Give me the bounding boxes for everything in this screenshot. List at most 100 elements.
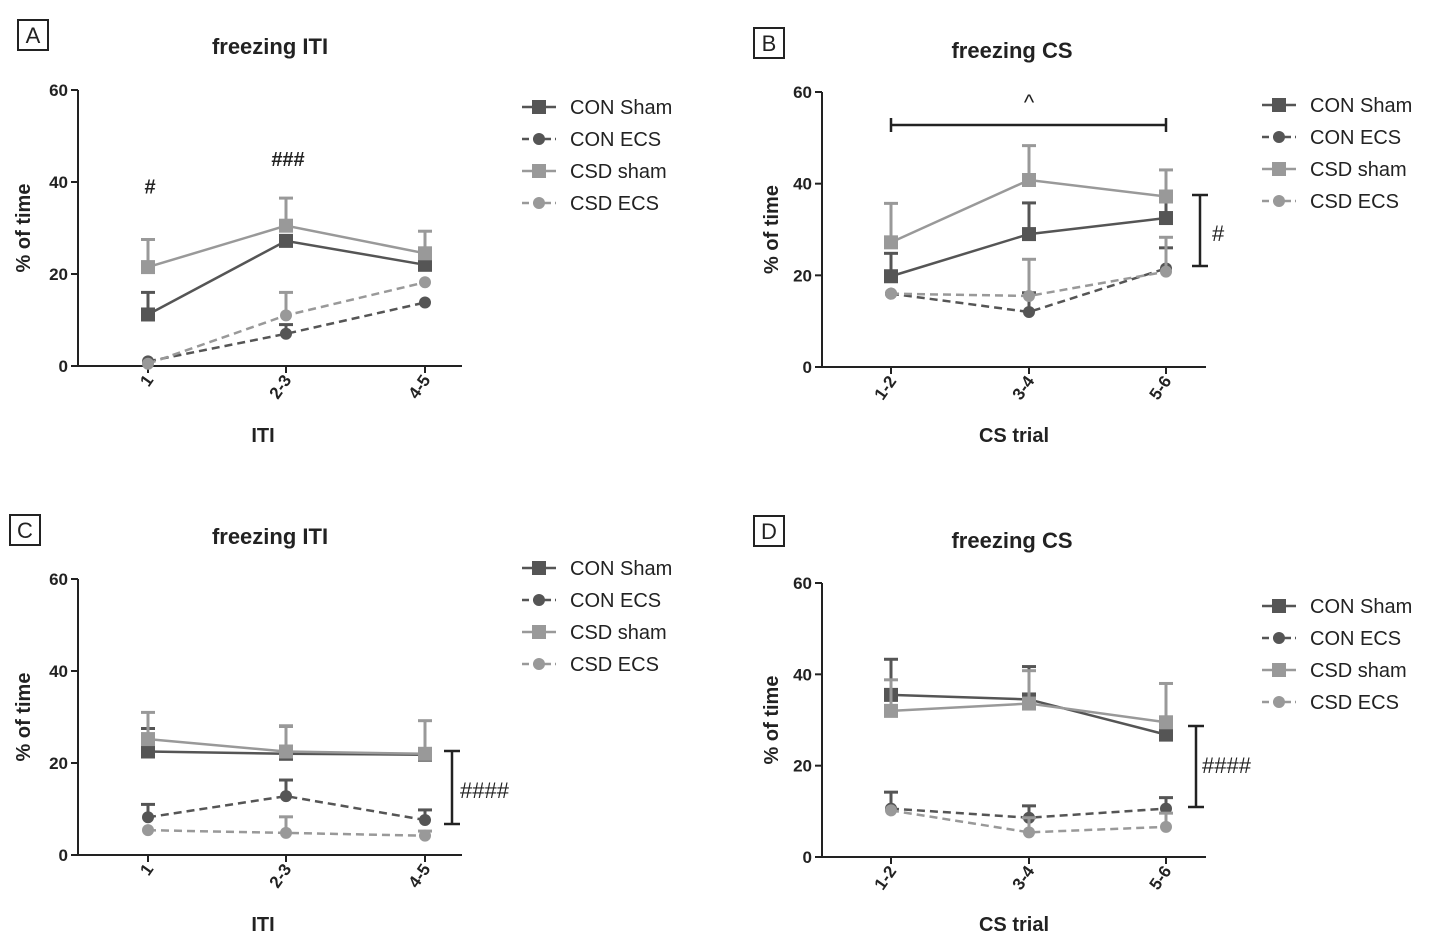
significance-label: # xyxy=(144,177,155,199)
panel-letter: A xyxy=(26,23,41,48)
y-tick-label: 60 xyxy=(49,570,68,589)
data-point-circle xyxy=(280,309,292,322)
panel-letter: D xyxy=(761,519,777,544)
legend-marker-square xyxy=(532,625,546,639)
legend-label: CON Sham xyxy=(570,97,672,119)
x-tick-label: 1-2 xyxy=(871,372,901,403)
x-axis-label: CS trial xyxy=(979,914,1049,936)
legend-marker-square xyxy=(532,100,546,114)
legend-marker-circle xyxy=(1273,195,1285,207)
legend-item: CON ECS xyxy=(522,590,661,612)
legend-marker-circle xyxy=(1273,131,1285,143)
data-point-square xyxy=(1022,227,1036,242)
data-point-circle xyxy=(280,826,292,839)
legend-marker-square xyxy=(1272,98,1286,112)
legend-item: CSD ECS xyxy=(1262,191,1399,213)
data-point-square xyxy=(279,218,293,233)
data-point-square xyxy=(884,235,898,250)
data-point-square xyxy=(1022,696,1036,711)
y-tick-label: 60 xyxy=(49,81,68,100)
legend-item: CSD sham xyxy=(1262,159,1407,181)
data-point-circle xyxy=(1023,826,1035,839)
panel-letter-box xyxy=(17,19,49,51)
data-point-circle xyxy=(885,804,897,817)
series-csd-ecs xyxy=(885,235,1173,302)
data-point-circle xyxy=(142,824,154,837)
y-axis-label: % of time xyxy=(761,676,783,765)
x-tick-label: 2-3 xyxy=(266,860,296,891)
data-point-square xyxy=(1159,715,1173,730)
series-csd-ecs xyxy=(142,276,431,370)
significance-label: # xyxy=(1212,221,1225,246)
legend-label: CSD ECS xyxy=(1310,692,1399,714)
data-point-circle xyxy=(280,790,292,803)
x-tick-label: 4-5 xyxy=(405,371,435,402)
legend-marker-square xyxy=(1272,663,1286,677)
series-line xyxy=(890,809,1167,834)
legend-item: CSD sham xyxy=(522,622,667,644)
legend-marker-circle xyxy=(533,594,545,606)
data-point-square xyxy=(279,744,293,759)
significance-label: ^ xyxy=(1024,90,1035,115)
legend-label: CSD sham xyxy=(1310,159,1407,181)
legend-label: CON Sham xyxy=(1310,596,1412,618)
significance-label: #### xyxy=(1202,753,1252,778)
x-tick-label: 1 xyxy=(136,371,157,390)
y-tick-label: 20 xyxy=(793,757,812,776)
data-point-circle xyxy=(419,829,431,842)
y-tick-label: 60 xyxy=(793,83,812,102)
x-axis-label: ITI xyxy=(251,425,274,447)
legend-item: CON Sham xyxy=(1262,596,1412,618)
data-point-square xyxy=(418,257,432,272)
legend-label: CSD ECS xyxy=(570,193,659,215)
data-point-square xyxy=(141,744,155,759)
data-point-square xyxy=(418,246,432,261)
x-tick-label: 2-3 xyxy=(266,371,296,402)
y-tick-label: 60 xyxy=(793,574,812,593)
legend-item: CSD sham xyxy=(1262,660,1407,682)
data-point-circle xyxy=(1160,265,1172,278)
y-tick-label: 40 xyxy=(49,173,68,192)
significance-label: ### xyxy=(271,149,304,171)
significance-label: #### xyxy=(460,778,510,803)
legend-label: CSD ECS xyxy=(1310,191,1399,213)
panel-letter: B xyxy=(762,31,777,56)
legend-item: CON Sham xyxy=(1262,95,1412,117)
y-axis-label: % of time xyxy=(761,185,783,274)
legend-label: CON ECS xyxy=(1310,127,1401,149)
legend-item: CSD ECS xyxy=(522,193,659,215)
series-csd-sham xyxy=(884,144,1173,250)
legend-marker-square xyxy=(532,164,546,178)
x-axis-label: ITI xyxy=(251,914,274,936)
x-tick-label: 3-4 xyxy=(1009,862,1039,893)
y-tick-label: 40 xyxy=(793,665,812,684)
data-point-square xyxy=(141,307,155,322)
y-tick-label: 0 xyxy=(803,848,812,867)
series-line xyxy=(147,828,426,837)
data-point-circle xyxy=(885,287,897,300)
data-point-square xyxy=(141,732,155,747)
data-point-square xyxy=(279,233,293,248)
legend-label: CSD sham xyxy=(1310,660,1407,682)
chart-title: freezing CS xyxy=(951,528,1072,553)
legend-label: CON ECS xyxy=(1310,628,1401,650)
legend-item: CON ECS xyxy=(1262,628,1401,650)
legend-label: CON Sham xyxy=(1310,95,1412,117)
data-point-circle xyxy=(1023,289,1035,302)
y-axis-label: % of time xyxy=(13,673,35,762)
legend-marker-circle xyxy=(533,133,545,145)
data-point-circle xyxy=(419,276,431,289)
data-point-circle xyxy=(419,814,431,827)
panel-letter-box xyxy=(753,27,785,59)
x-tick-label: 5-6 xyxy=(1146,372,1176,403)
y-tick-label: 40 xyxy=(49,662,68,681)
series-csd-sham xyxy=(141,196,432,275)
chart-title: freezing CS xyxy=(951,38,1072,63)
data-point-circle xyxy=(142,357,154,370)
legend-label: CSD ECS xyxy=(570,654,659,676)
legend-marker-square xyxy=(1272,162,1286,176)
